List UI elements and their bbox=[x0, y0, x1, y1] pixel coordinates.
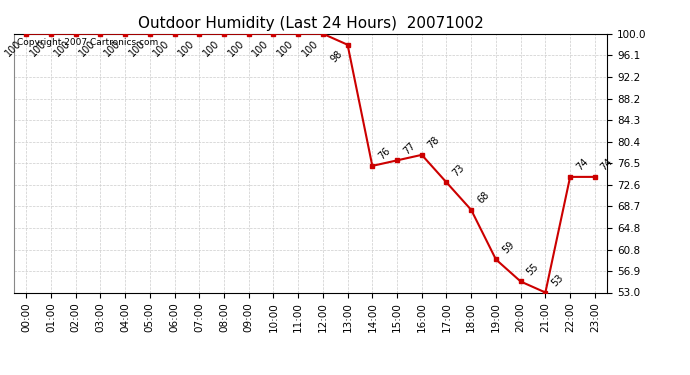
Text: 59: 59 bbox=[500, 240, 516, 255]
Text: 55: 55 bbox=[525, 261, 541, 278]
Text: 100: 100 bbox=[177, 38, 197, 58]
Text: 100: 100 bbox=[226, 38, 246, 58]
Text: 100: 100 bbox=[127, 38, 147, 58]
Text: 74: 74 bbox=[599, 157, 615, 173]
Text: 98: 98 bbox=[329, 49, 345, 64]
Text: 74: 74 bbox=[574, 157, 590, 173]
Text: 100: 100 bbox=[77, 38, 97, 58]
Text: 100: 100 bbox=[28, 38, 48, 58]
Text: 73: 73 bbox=[451, 162, 466, 178]
Text: 100: 100 bbox=[52, 38, 73, 58]
Text: 78: 78 bbox=[426, 135, 442, 151]
Text: 100: 100 bbox=[275, 38, 295, 58]
Text: 100: 100 bbox=[250, 38, 270, 58]
Text: 100: 100 bbox=[102, 38, 122, 58]
Text: 100: 100 bbox=[152, 38, 172, 58]
Text: 76: 76 bbox=[377, 146, 393, 162]
Text: 68: 68 bbox=[475, 190, 491, 206]
Text: 53: 53 bbox=[549, 273, 565, 288]
Text: 100: 100 bbox=[300, 38, 320, 58]
Text: Copyright 2007 Cartronics.com: Copyright 2007 Cartronics.com bbox=[17, 38, 158, 46]
Text: 77: 77 bbox=[401, 140, 417, 156]
Text: 100: 100 bbox=[3, 38, 23, 58]
Text: 100: 100 bbox=[201, 38, 221, 58]
Title: Outdoor Humidity (Last 24 Hours)  20071002: Outdoor Humidity (Last 24 Hours) 2007100… bbox=[137, 16, 484, 31]
